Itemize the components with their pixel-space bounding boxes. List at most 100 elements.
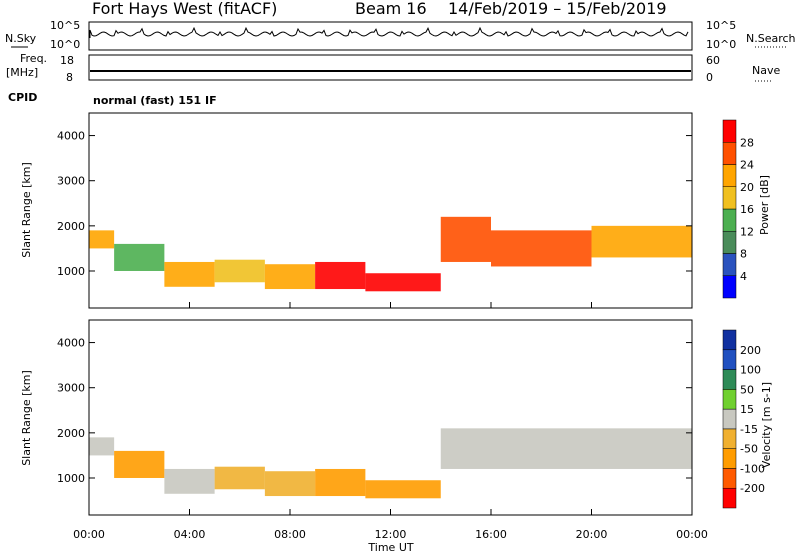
heatmap-cell [365, 273, 441, 292]
freq-tick-bottom: 8 [66, 71, 73, 84]
colorbar-tick-label: 28 [740, 136, 754, 149]
colorbar-tick-label: 100 [740, 364, 761, 377]
nave-label: Nave [752, 64, 780, 77]
heatmap-cell [315, 468, 366, 497]
colorbar-swatch [722, 231, 737, 254]
nsky-series [89, 26, 689, 38]
colorbar-swatch [722, 164, 737, 187]
colorbar-tick-label: 4 [740, 270, 747, 283]
beam-label: Beam 16 [355, 0, 427, 18]
colorbar-tick-label: 20 [740, 181, 754, 194]
colorbar-swatch [722, 329, 737, 351]
y-tick-label: 3000 [57, 382, 85, 395]
heatmap-cell [114, 450, 165, 478]
cpid-label: CPID [8, 91, 37, 104]
nave-tick-top: 60 [706, 54, 720, 67]
nsky-label: N.Sky [5, 32, 37, 45]
colorbar-tick-label: 200 [740, 344, 761, 357]
colorbar-swatch [722, 208, 737, 232]
colorbar-tick-label: 24 [740, 159, 754, 172]
y-tick-label: 1000 [57, 265, 85, 278]
heatmap-cell [315, 261, 366, 290]
nsky-trace [89, 26, 689, 38]
x-tick-label: 08:00 [274, 528, 306, 541]
heatmap-cell [440, 216, 491, 262]
colorbar-swatch [722, 369, 737, 390]
power-colorbar: 28 24 20 16 12 8 4 [722, 119, 754, 299]
colorbar-tick-label: 15 [740, 403, 754, 416]
heatmap-cell [591, 225, 692, 258]
heatmap-cell [89, 437, 115, 456]
nsky-panel [88, 21, 693, 51]
colorbar-tick-label: 16 [740, 203, 754, 216]
heatmap-cell [365, 480, 441, 499]
y-tick-label: 2000 [57, 427, 85, 440]
nsearch-tick-bottom: 10^0 [706, 38, 736, 51]
velocity-ylabel: Slant Range [km] [20, 370, 33, 466]
colorbar-swatch [722, 275, 737, 299]
colorbar-swatch [722, 142, 737, 165]
power-ylabel: Slant Range [km] [20, 162, 33, 258]
heatmap-cell [164, 261, 215, 287]
colorbar-swatch [722, 468, 737, 489]
colorbar-tick-label: -15 [740, 423, 758, 436]
colorbar-tick-label: -100 [740, 462, 765, 475]
nsearch-tick-top: 10^5 [706, 19, 736, 32]
velocity-y-axis: 4000 3000 2000 1000 [57, 337, 692, 485]
y-tick-label: 4000 [57, 337, 85, 350]
x-axis-label: Time UT [367, 541, 413, 554]
power-y-axis: 4000 3000 2000 1000 [57, 130, 692, 278]
colorbar-swatch [722, 408, 737, 430]
x-tick-label: 00:00 [676, 528, 708, 541]
heatmap-cell [214, 259, 265, 283]
colorbar-swatch [722, 349, 737, 370]
colorbar-swatch [722, 253, 737, 276]
freq-tick-top: 18 [60, 54, 74, 67]
power-colorbar-label: Power [dB] [758, 175, 771, 235]
x-tick-label: 12:00 [375, 528, 407, 541]
nsky-tick-bottom: 10^0 [50, 38, 80, 51]
heatmap-cell [114, 243, 165, 271]
colorbar-swatch [722, 448, 737, 469]
heatmap-cell [164, 468, 215, 494]
x-tick-label: 00:00 [73, 528, 105, 541]
heatmap-cell [440, 428, 692, 469]
velocity-heatmap [89, 428, 692, 499]
colorbar-swatch [722, 428, 737, 449]
nsearch-label: N.Search [746, 32, 796, 45]
heatmap-cell [491, 230, 592, 267]
freq-label-2: [MHz] [6, 66, 38, 79]
x-tick-label: 04:00 [174, 528, 206, 541]
time-x-axis: 00:00 04:00 08:00 12:00 16:00 20:00 00:00 [73, 302, 708, 541]
colorbar-tick-label: 12 [740, 225, 754, 238]
velocity-colorbar: 200 100 50 15 -15 -50 -100 -200 [722, 329, 765, 509]
colorbar-swatch [722, 119, 737, 143]
colorbar-swatch [722, 487, 737, 509]
colorbar-tick-label: 50 [740, 383, 754, 396]
y-tick-label: 1000 [57, 472, 85, 485]
plot-title: Fort Hays West (fitACF) [92, 0, 277, 18]
colorbar-tick-label: 8 [740, 248, 747, 261]
x-tick-label: 20:00 [576, 528, 608, 541]
y-tick-label: 4000 [57, 130, 85, 143]
heatmap-cell [264, 264, 316, 290]
y-tick-label: 3000 [57, 175, 85, 188]
y-tick-label: 2000 [57, 220, 85, 233]
cpid-value: normal (fast) 151 IF [93, 94, 217, 107]
freq-panel [88, 54, 693, 81]
heatmap-cell [89, 230, 115, 249]
x-tick-label: 16:00 [475, 528, 507, 541]
date-range: 14/Feb/2019 – 15/Feb/2019 [448, 0, 667, 18]
nave-tick-bottom: 0 [706, 71, 713, 84]
colorbar-tick-label: -200 [740, 482, 765, 495]
colorbar-swatch [722, 389, 737, 410]
nsky-tick-top: 10^5 [50, 19, 80, 32]
freq-label-1: Freq. [20, 52, 47, 65]
heatmap-cell [264, 471, 316, 497]
velocity-colorbar-label: Velocity [m s-1] [760, 382, 773, 468]
colorbar-tick-label: -50 [740, 443, 758, 456]
colorbar-swatch [722, 186, 737, 210]
heatmap-cell [214, 466, 265, 490]
power-heatmap [89, 216, 692, 292]
